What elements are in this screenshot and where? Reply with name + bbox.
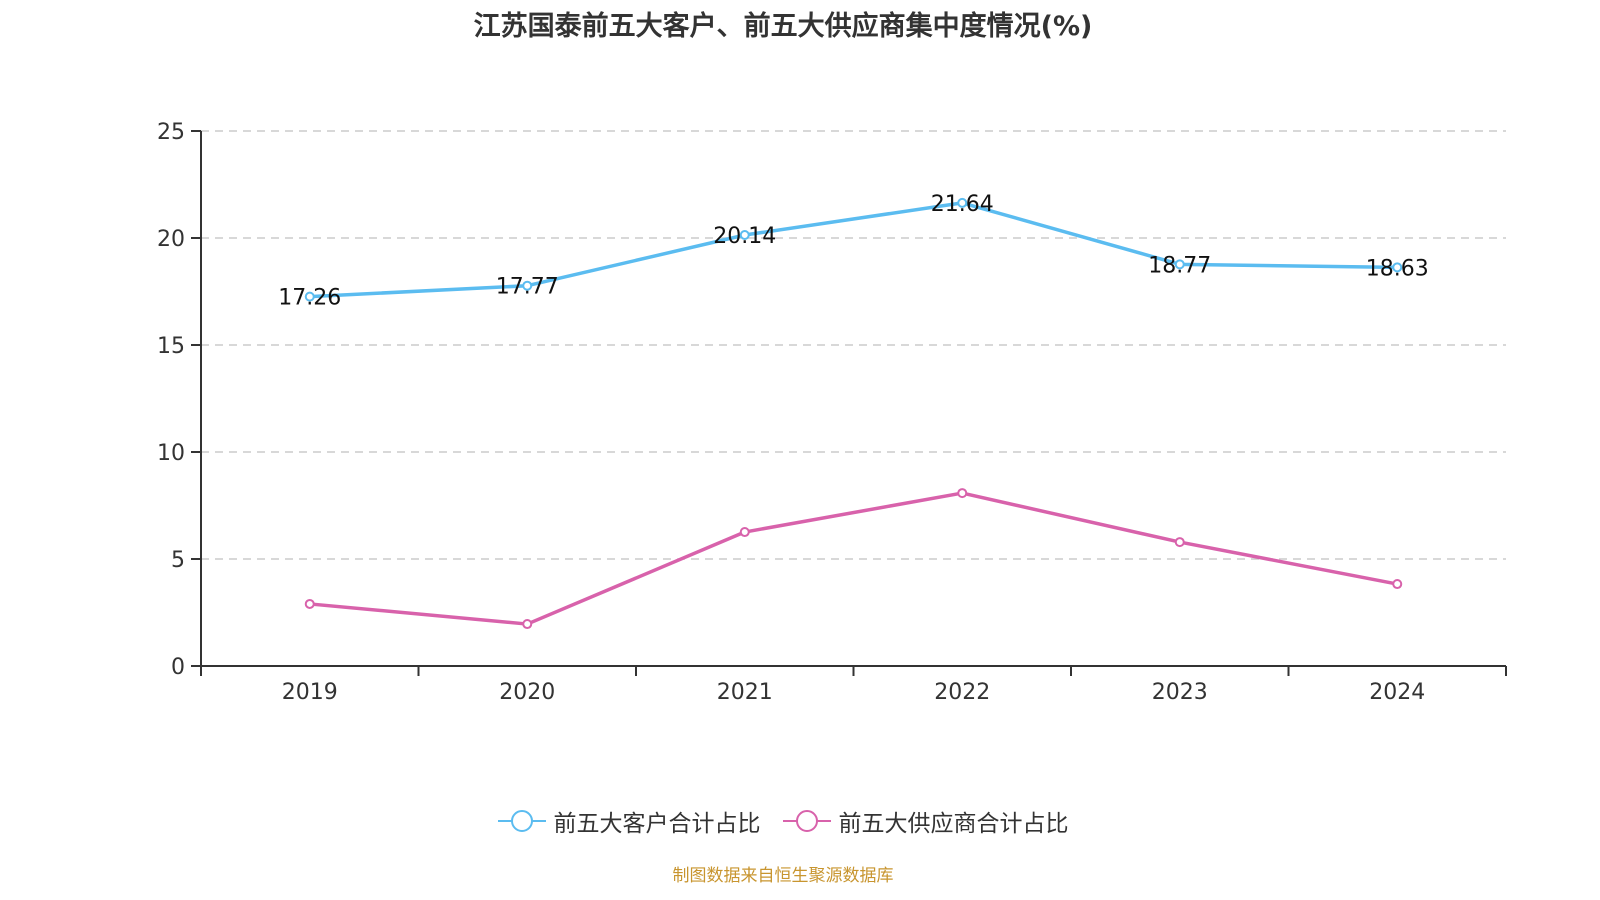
data-label: 18.63 bbox=[1366, 256, 1429, 281]
legend-label-suppliers: 前五大供应商合计占比 bbox=[838, 811, 1069, 837]
data-label: 21.64 bbox=[931, 192, 994, 217]
data-point bbox=[522, 280, 533, 291]
y-tick-label: 25 bbox=[157, 120, 185, 145]
y-tick-label: 15 bbox=[157, 334, 185, 359]
grid-lines bbox=[201, 130, 1506, 560]
data-label: 17.26 bbox=[278, 286, 341, 311]
line-chart: 0 5 10 15 20 25 2019 2020 2021 2022 2023 2024 17.26… bbox=[157, 120, 1507, 705]
x-tick-label: 2023 bbox=[1152, 680, 1208, 705]
data-point bbox=[1174, 259, 1185, 270]
data-point bbox=[739, 230, 750, 241]
y-tick-label: 5 bbox=[171, 548, 185, 573]
x-tick-label: 2021 bbox=[717, 680, 773, 705]
data-point bbox=[739, 527, 750, 538]
data-label: 17.77 bbox=[496, 275, 559, 300]
y-tick-label: 0 bbox=[171, 655, 185, 680]
x-tick-label: 2022 bbox=[934, 680, 990, 705]
data-label: 20.14 bbox=[713, 224, 776, 249]
x-tick-label: 2024 bbox=[1369, 680, 1425, 705]
y-tick-label: 10 bbox=[157, 441, 185, 466]
y-tick-label: 20 bbox=[157, 227, 185, 252]
legend-item-suppliers[interactable]: 前五大供应商合计占比 bbox=[782, 804, 1069, 838]
data-point bbox=[522, 619, 533, 630]
x-tick-label: 2020 bbox=[499, 680, 555, 705]
data-label: 18.77 bbox=[1148, 253, 1211, 278]
data-point bbox=[304, 598, 315, 609]
legend-label-customers: 前五大客户合计占比 bbox=[553, 811, 761, 837]
chart-title: 江苏国泰前五大客户、前五大供应商集中度情况(%) bbox=[473, 11, 1093, 42]
data-point bbox=[1392, 262, 1403, 273]
data-point bbox=[1392, 579, 1403, 590]
data-labels: 17.26 17.77 20.14 21.64 18.77 18.63 bbox=[278, 192, 1428, 311]
legend-item-customers[interactable]: 前五大客户合计占比 bbox=[497, 804, 761, 838]
legend: 前五大客户合计占比 前五大供应商合计占比 bbox=[0, 804, 1566, 838]
data-point bbox=[304, 291, 315, 302]
series-layer bbox=[304, 197, 1403, 630]
source-footer: 制图数据来自恒生聚源数据库 bbox=[672, 866, 894, 886]
legend-marker-suppliers-icon bbox=[782, 810, 831, 832]
data-point bbox=[957, 488, 968, 499]
legend-marker-customers-icon bbox=[497, 810, 546, 832]
series-line-0 bbox=[309, 201, 1398, 299]
x-tick-label: 2019 bbox=[282, 680, 338, 705]
series-line-1 bbox=[309, 491, 1398, 626]
data-point bbox=[1174, 537, 1185, 548]
data-point bbox=[957, 197, 968, 208]
axes: 0 5 10 15 20 25 2019 2020 2021 2022 2023 2024 bbox=[157, 120, 1507, 705]
